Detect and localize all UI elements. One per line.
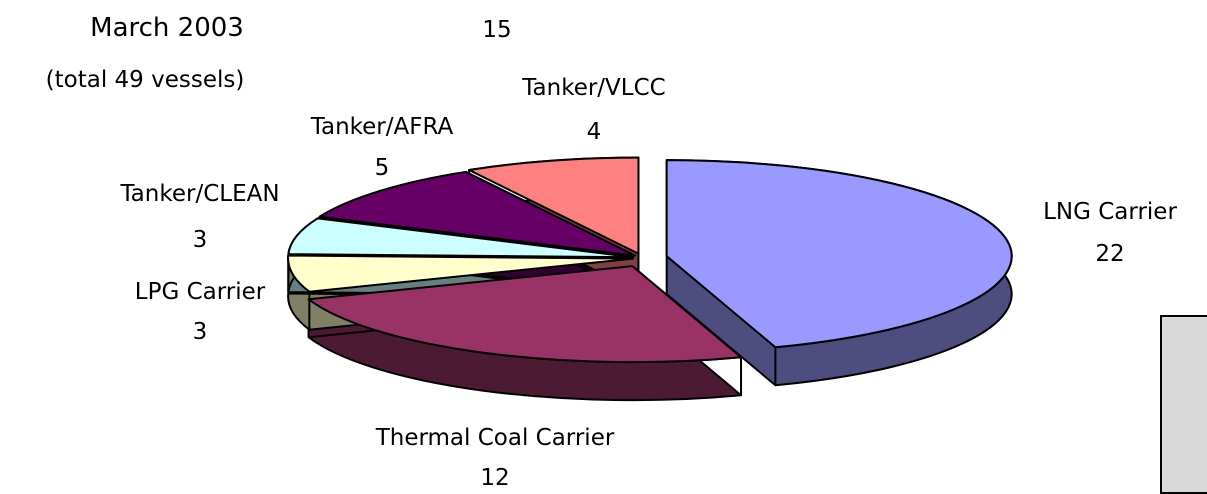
- slice-label-tanker-vlcc: Tanker/VLCC: [522, 75, 666, 101]
- slice-value-tanker-clean: 3: [192, 227, 208, 253]
- partial-side-panel: [1160, 315, 1207, 494]
- pie-slice-tanker-afra: [318, 170, 637, 257]
- slice-value-lpg-carrier: 3: [192, 319, 208, 345]
- slice-value-tanker-vlcc: 4: [586, 119, 602, 145]
- chart-title: March 2003: [90, 13, 244, 43]
- pie-slice-lng-carrier: [665, 159, 1013, 349]
- slice-label-lpg-carrier: LPG Carrier: [134, 279, 266, 305]
- slice-label-tanker-afra: Tanker/AFRA: [310, 114, 454, 140]
- slice-value-lng-carrier: 22: [1095, 241, 1125, 267]
- slice-value-thermal-coal-carrier: 12: [480, 465, 510, 491]
- pie-slice-lpg-carrier: [287, 254, 635, 293]
- pie-slice-tanker-vlcc: [468, 156, 640, 255]
- stray-value-label: 15: [482, 17, 512, 43]
- pie-slice-tanker-clean: [287, 217, 635, 259]
- slice-label-lng-carrier: LNG Carrier: [1043, 199, 1177, 225]
- pie-slice-thermal-coal-carrier: [307, 265, 743, 364]
- chart-subtitle: (total 49 vessels): [45, 67, 245, 93]
- slice-label-tanker-clean: Tanker/CLEAN: [120, 181, 280, 207]
- slice-label-thermal-coal-carrier: Thermal Coal Carrier: [375, 425, 615, 451]
- slice-value-tanker-afra: 5: [374, 155, 390, 181]
